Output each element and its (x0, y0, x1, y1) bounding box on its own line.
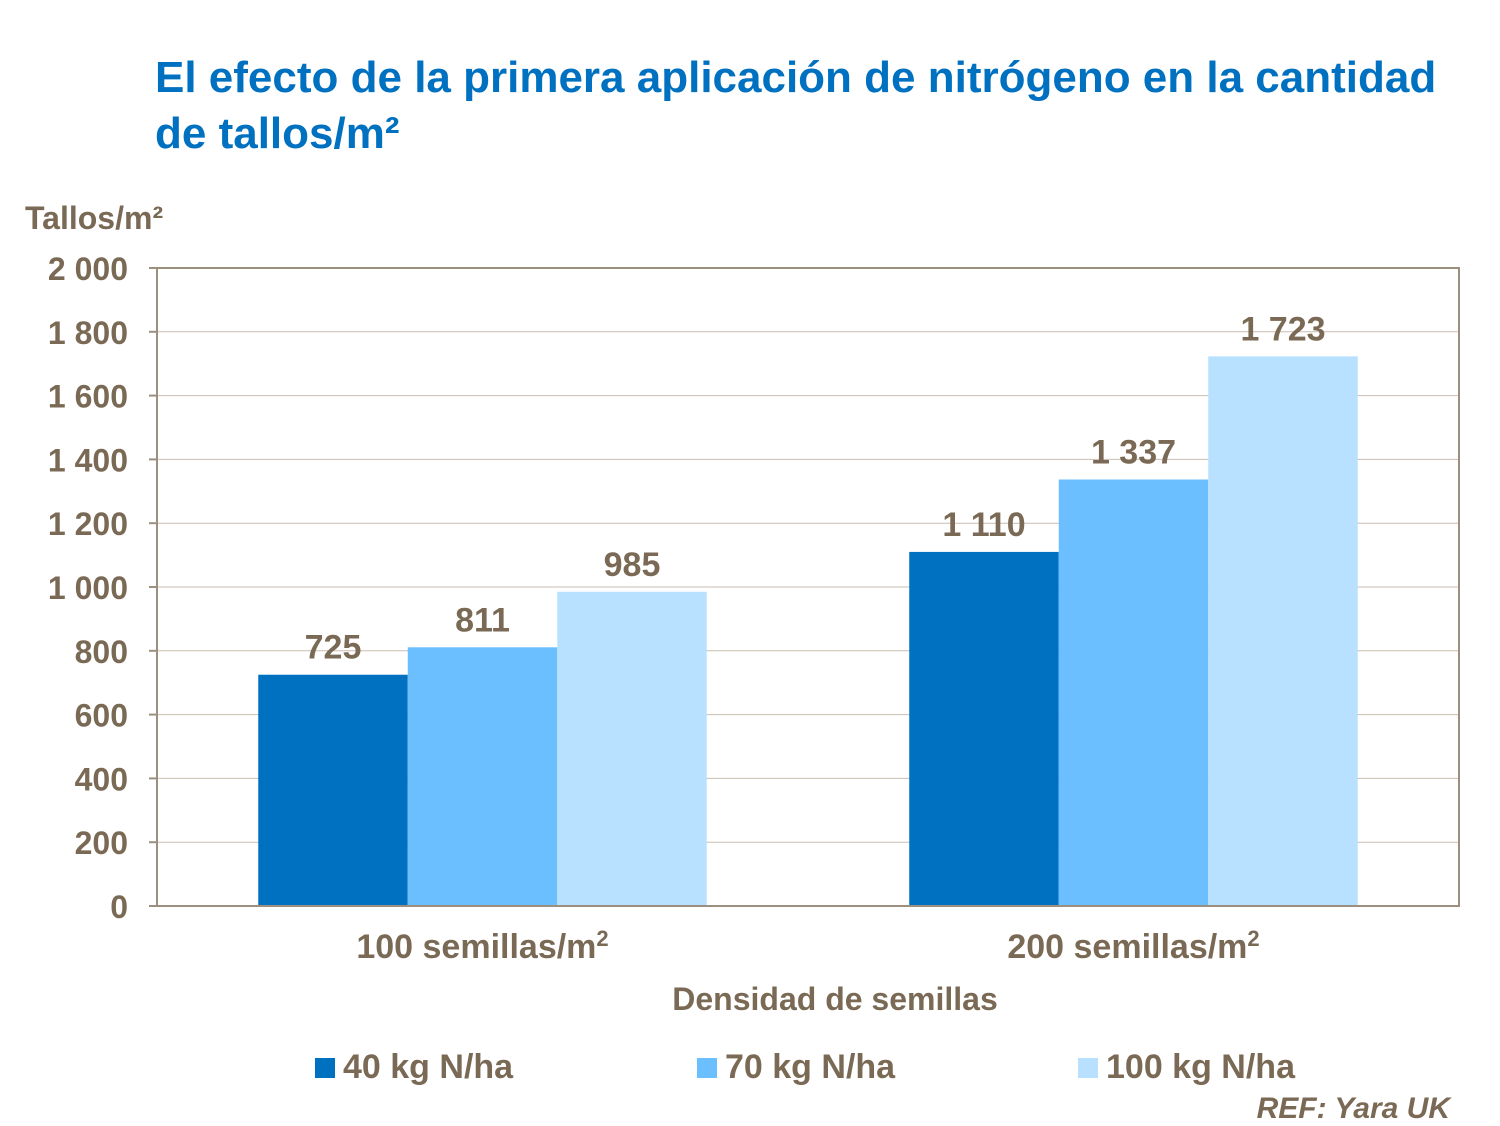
source-note: REF: Yara UK (1256, 1092, 1450, 1125)
bar (1058, 479, 1209, 906)
y-tick-label: 600 (75, 698, 128, 734)
y-tick-label: 1 800 (48, 315, 128, 351)
y-axis-label: Tallos/m² (25, 200, 164, 236)
bar (1208, 356, 1358, 906)
legend-item-70: 70 kg N/ha (697, 1048, 895, 1087)
y-tick-label: 2 000 (48, 251, 128, 287)
legend-swatch (697, 1057, 717, 1078)
legend-item-100: 100 kg N/ha (1078, 1048, 1295, 1087)
y-tick-label: 1 200 (48, 506, 128, 542)
data-label: 1 723 (1240, 310, 1325, 348)
bar (407, 647, 558, 906)
data-label: 811 (455, 601, 510, 639)
y-tick-label: 800 (75, 634, 128, 670)
legend-label: 40 kg N/ha (343, 1048, 514, 1086)
bar (258, 674, 408, 906)
data-label: 725 (305, 629, 362, 667)
data-label: 985 (604, 546, 661, 584)
legend-label: 70 kg N/ha (725, 1048, 896, 1086)
y-tick-label: 1 000 (48, 570, 128, 606)
data-label: 1 337 (1091, 433, 1176, 471)
legend-item-40: 40 kg N/ha (315, 1048, 513, 1087)
y-tick-label: 1 600 (48, 379, 128, 415)
chart-title: El efecto de la primera aplicación de ni… (155, 53, 1437, 158)
legend-swatch (315, 1057, 335, 1078)
y-tick-label: 400 (75, 761, 128, 797)
x-tick-label: 200 semillas/m2 (1007, 926, 1259, 966)
y-tick-label: 0 (110, 889, 128, 925)
legend-swatch (1078, 1057, 1098, 1078)
x-axis-label: Densidad de semillas (672, 981, 998, 1017)
y-tick-label: 1 400 (48, 442, 128, 478)
x-tick-label: 100 semillas/m2 (356, 926, 608, 966)
data-label: 1 110 (942, 506, 1025, 544)
legend-label: 100 kg N/ha (1106, 1048, 1295, 1086)
bar (557, 591, 707, 906)
bar (909, 551, 1059, 906)
y-tick-label: 200 (75, 825, 128, 861)
